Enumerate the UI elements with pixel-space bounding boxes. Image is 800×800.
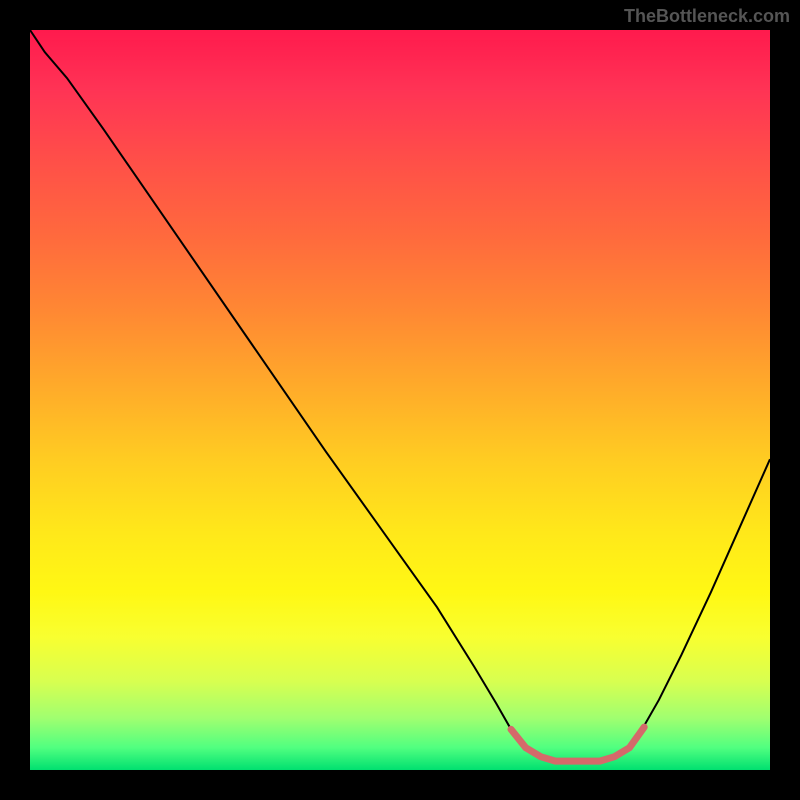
flat-region-marker [511,727,644,761]
watermark-text: TheBottleneck.com [624,6,790,27]
bottleneck-curve [30,30,770,763]
curve-svg [30,30,770,770]
plot-area [30,30,770,770]
